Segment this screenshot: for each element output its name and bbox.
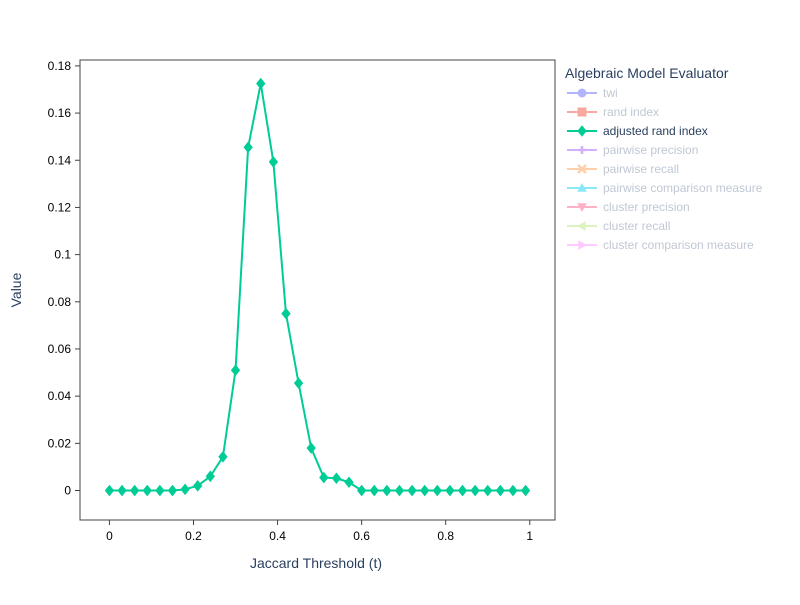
legend-item[interactable]: pairwise precision [567,143,698,157]
x-tick-label: 0 [106,529,113,543]
legend-label: cluster recall [603,219,670,233]
x-axis: 0 0.2 0.4 0.6 0.8 1 [106,520,533,543]
data-point [155,484,165,497]
y-tick-label: 0.02 [48,436,72,450]
data-point [356,484,367,497]
data-point [470,484,480,497]
data-point [369,484,379,497]
legend-marker [577,125,587,137]
legend-marker [577,88,587,98]
x-tick-label: 0.6 [353,529,370,543]
data-point [520,484,531,497]
legend-label: cluster precision [603,200,690,214]
data-point [394,484,405,497]
legend-title: Algebraic Model Evaluator [565,65,729,81]
data-point [243,141,253,154]
data-point [445,484,455,497]
x-tick-label: 0.8 [437,529,454,543]
legend[interactable]: Algebraic Model Evaluator twi rand index a… [565,65,763,252]
data-point [268,156,279,168]
data-point [293,377,304,389]
y-tick-label: 0 [64,484,71,498]
data-point [331,472,342,485]
legend-marker [577,107,587,117]
data-point [230,364,241,377]
legend-marker [578,146,586,154]
data-point [344,476,354,489]
legend-label: pairwise comparison measure [603,181,763,195]
legend-item[interactable]: twi [567,86,618,100]
series-layer [104,77,531,497]
legend-item[interactable]: adjusted rand index [567,124,708,138]
y-tick-label: 0.1 [54,248,71,262]
data-point [495,484,505,497]
y-tick-label: 0.16 [48,106,72,120]
x-tick-label: 1 [526,529,533,543]
x-axis-title: Jaccard Threshold (t) [250,555,382,571]
data-point [508,484,518,497]
legend-label: pairwise recall [603,162,679,176]
data-point [117,484,127,497]
data-point [130,484,140,497]
legend-marker [578,240,588,250]
y-tick-label: 0.04 [48,389,72,403]
data-point [142,484,152,497]
data-point [281,307,291,320]
plot-area [79,59,556,521]
data-point [407,484,417,497]
series-line [109,82,526,492]
data-point [432,484,442,497]
legend-marker [577,203,587,213]
legend-marker [577,164,587,174]
legend-item[interactable]: cluster recall [567,219,670,233]
y-tick-label: 0.12 [48,200,72,214]
y-tick-label: 0.14 [48,153,72,167]
legend-label: twi [603,86,618,100]
legend-label: rand index [603,105,659,119]
data-point [382,484,392,497]
legend-label: pairwise precision [603,143,698,157]
y-axis-title: Value [8,272,24,307]
data-point [457,484,468,497]
plot-frame [79,59,556,521]
legend-item[interactable]: cluster precision [567,200,690,214]
legend-item[interactable]: pairwise comparison measure [567,181,763,195]
legend-label: adjusted rand index [603,124,708,138]
x-tick-label: 0.2 [185,529,202,543]
data-point [306,442,316,454]
data-point [104,484,115,497]
data-point [167,484,178,497]
data-point [180,483,190,496]
data-point [420,484,430,497]
legend-marker [577,182,587,192]
legend-item[interactable]: rand index [567,105,659,119]
y-axis: 0 0.02 0.04 0.06 0.08 0.1 0.12 0.14 0.16 0.18 [48,59,80,498]
legend-label: cluster comparison measure [603,238,754,252]
legend-item[interactable]: pairwise recall [567,162,679,176]
legend-marker [576,221,586,231]
series-adjusted-rand-index [104,77,531,497]
data-point [218,450,228,463]
legend-item[interactable]: cluster comparison measure [567,238,754,252]
data-point [256,77,266,90]
y-tick-label: 0.08 [48,295,72,309]
data-point [205,470,215,483]
x-tick-label: 0.4 [269,529,286,543]
data-point [319,471,329,484]
y-tick-label: 0.06 [48,342,72,356]
y-tick-label: 0.18 [48,59,72,73]
data-point [483,484,493,497]
data-point [193,479,203,492]
